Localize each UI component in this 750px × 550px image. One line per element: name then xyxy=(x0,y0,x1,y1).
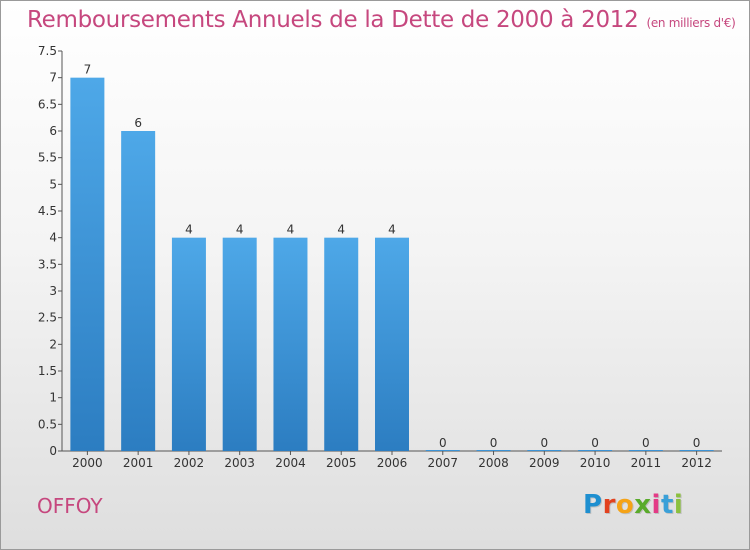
y-tick-label: 3.5 xyxy=(38,257,57,271)
y-tick-label: 7.5 xyxy=(38,44,57,58)
y-tick-label: 0 xyxy=(49,444,57,458)
bar-value-label: 0 xyxy=(439,436,447,450)
x-tick-label: 2012 xyxy=(681,456,712,470)
y-tick-label: 1.5 xyxy=(38,364,57,378)
bar-value-label: 7 xyxy=(84,63,92,77)
y-tick-label: 3 xyxy=(49,284,57,298)
x-tick-label: 2000 xyxy=(72,456,103,470)
x-tick-label: 2001 xyxy=(123,456,154,470)
bar-value-label: 0 xyxy=(490,436,498,450)
bar-value-label: 4 xyxy=(287,223,295,237)
y-tick-label: 4 xyxy=(49,231,57,245)
bar-2003 xyxy=(222,237,257,451)
logo-letter: i xyxy=(673,490,684,520)
bar-value-label: 4 xyxy=(185,223,193,237)
y-tick-label: 2 xyxy=(49,337,57,351)
y-tick-label: 0.5 xyxy=(38,417,57,431)
logo-letter: o xyxy=(615,490,635,520)
x-tick-label: 2010 xyxy=(580,456,611,470)
bar-2012 xyxy=(679,450,714,451)
bar-value-label: 0 xyxy=(693,436,701,450)
x-tick-label: 2011 xyxy=(631,456,662,470)
bar-2010 xyxy=(578,450,613,451)
chart-title: Remboursements Annuels de la Dette de 20… xyxy=(27,7,736,33)
bar-value-label: 0 xyxy=(540,436,548,450)
x-tick-label: 2002 xyxy=(174,456,205,470)
x-tick-label: 2008 xyxy=(478,456,509,470)
bar-2008 xyxy=(476,450,511,451)
bar-value-label: 0 xyxy=(642,436,650,450)
x-tick-label: 2005 xyxy=(326,456,357,470)
bar-2009 xyxy=(527,450,562,451)
y-tick-label: 1 xyxy=(49,391,57,405)
y-tick-label: 5 xyxy=(49,177,57,191)
bar-2005 xyxy=(324,237,359,451)
proxiti-logo: Proxiti xyxy=(583,490,683,520)
chart-unit-label: (en milliers d'€) xyxy=(646,16,736,30)
y-tick-label: 2.5 xyxy=(38,311,57,325)
y-tick-label: 4.5 xyxy=(38,204,57,218)
x-tick-label: 2003 xyxy=(224,456,255,470)
bar-value-label: 6 xyxy=(134,116,142,130)
chart-title-text: Remboursements Annuels de la Dette de 20… xyxy=(27,7,639,33)
x-tick-label: 2006 xyxy=(377,456,408,470)
y-tick-label: 7 xyxy=(49,71,57,85)
bar-value-label: 4 xyxy=(388,223,396,237)
logo-letter: t xyxy=(660,490,674,520)
x-tick-label: 2007 xyxy=(427,456,458,470)
logo-letter: x xyxy=(634,490,652,520)
bar-2006 xyxy=(375,237,409,451)
logo-letter: i xyxy=(651,490,661,520)
bar-2002 xyxy=(171,237,206,451)
y-tick-label: 6.5 xyxy=(38,97,57,111)
logo-letter: P xyxy=(583,490,603,520)
y-tick-label: 6 xyxy=(49,124,57,138)
x-tick-label: 2004 xyxy=(275,456,306,470)
commune-name: OFFOY xyxy=(37,494,103,518)
bar-value-label: 4 xyxy=(337,223,345,237)
bar-2007 xyxy=(425,450,460,451)
bar-value-label: 4 xyxy=(236,223,244,237)
y-tick-label: 5.5 xyxy=(38,151,57,165)
bar-2001 xyxy=(121,131,156,451)
bar-2011 xyxy=(628,450,663,451)
bar-value-label: 0 xyxy=(591,436,599,450)
bar-2004 xyxy=(273,237,308,451)
x-tick-label: 2009 xyxy=(529,456,560,470)
bar-2000 xyxy=(70,77,105,452)
logo-letter: r xyxy=(602,490,616,520)
